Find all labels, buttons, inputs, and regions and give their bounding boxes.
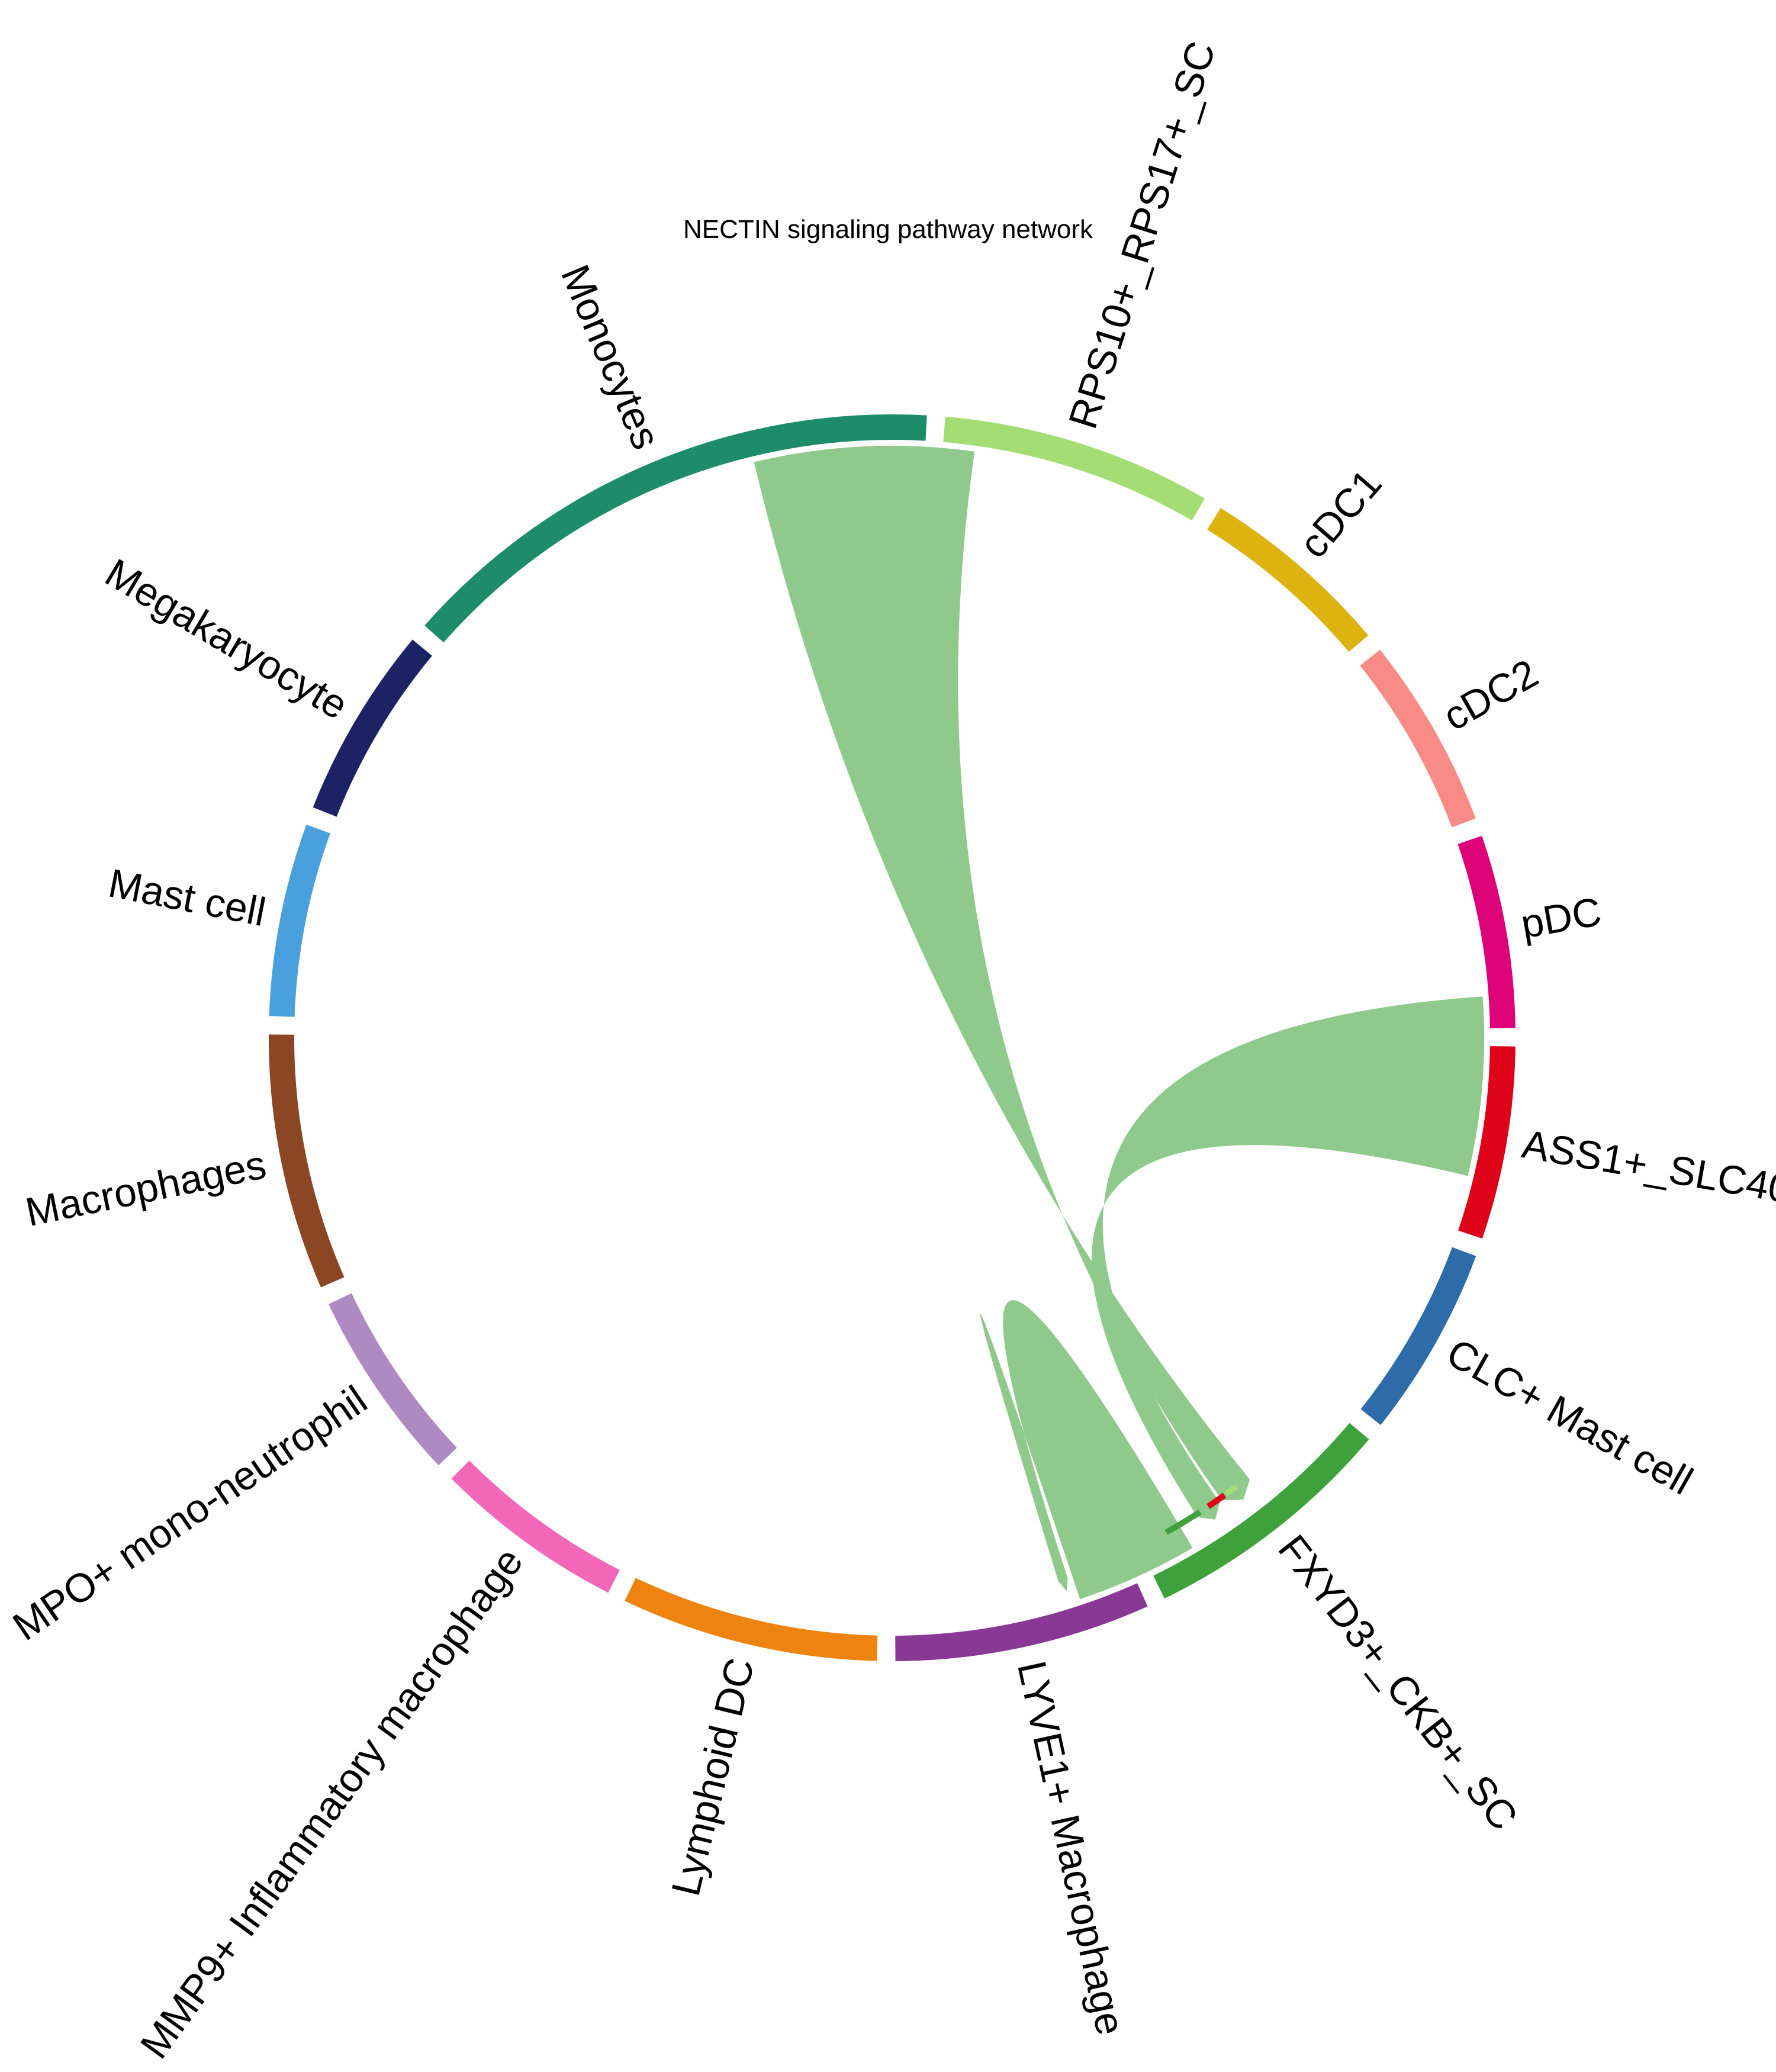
chord-link [754,445,1250,1501]
link-end-mark [1206,1492,1227,1509]
sector-label: Mast cell [105,860,269,935]
sector-ring [268,414,1516,1661]
sector-arc [1360,649,1476,828]
link-end-mark [1224,1484,1238,1497]
self-link-marks [1164,1484,1238,1535]
sector-label: Lymphoid DC [663,1654,763,1900]
sector-label: cDC2 [1436,651,1545,739]
sector-label: pDC [1518,889,1605,947]
sector-arc [424,414,927,643]
link-end-mark [1164,1509,1202,1535]
sector-label: MPO+ mono-neutrophil [5,1377,375,1649]
sector-label: ASS1+_SLC40A1+_SC [1519,1121,1776,1238]
sector-arc [1458,835,1516,1029]
chord-links [754,445,1485,1600]
chord-link [980,1300,1193,1600]
sector-label: Monocytes [552,259,669,456]
sector-label: Macrophages [22,1142,270,1235]
sector-arc [1207,508,1369,652]
sector-arc [1360,1247,1476,1426]
sector-arc [1153,1423,1369,1599]
sector-label: LYVE1+ Macrophage [1009,1657,1133,2039]
sector-label: MMP9+ Inflammatory macrophage [131,1540,532,2067]
sector-arc [269,824,330,1017]
chord-link [1092,996,1485,1520]
sector-arc [1458,1046,1516,1239]
chart-title: NECTIN signaling pathway network [683,215,1093,244]
sector-arc [625,1578,878,1661]
sector-arc [451,1460,620,1593]
sector-arc [268,1034,345,1288]
sector-arc [313,639,432,817]
sector-arc [895,1583,1148,1661]
sector-arc [329,1293,457,1466]
sector-label: Megakaryocyte [98,550,355,728]
sector-label: cDC1 [1291,461,1391,567]
sector-label: FXYD3+_CKB+_SC [1269,1527,1526,1839]
sector-label: CLC+ Mast cell [1439,1330,1700,1504]
sector-arc [943,416,1205,521]
